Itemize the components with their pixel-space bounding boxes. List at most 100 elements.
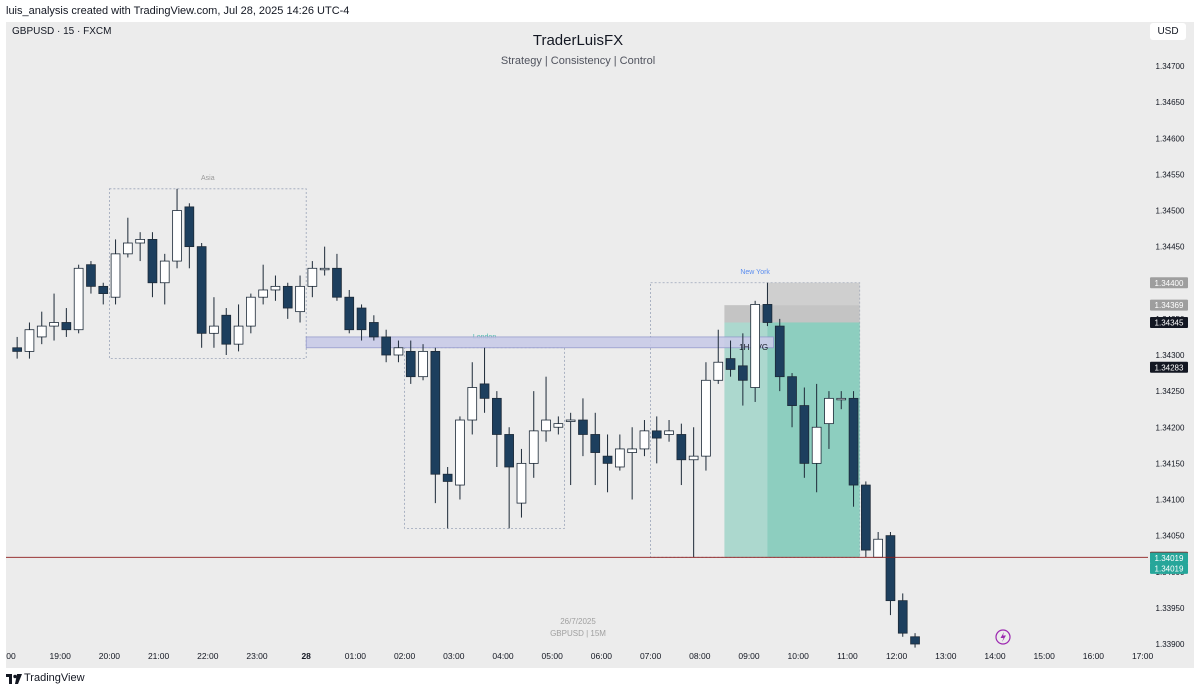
session-label: New York (740, 269, 770, 276)
candle (676, 423, 687, 486)
candle-body (528, 430, 539, 464)
candle (553, 416, 564, 435)
candle-body (553, 423, 564, 428)
session-label: Asia (201, 175, 215, 182)
x-tick-label: 23:00 (246, 651, 268, 661)
candle (738, 333, 748, 406)
candle-body (701, 379, 711, 457)
candle-body (504, 434, 514, 468)
candle-body (258, 289, 268, 298)
x-tick-label: 16:00 (1083, 651, 1105, 661)
candle-body (664, 430, 674, 435)
candle (639, 420, 650, 457)
y-tick-label: 1.33950 (1156, 604, 1185, 613)
price-label: 1.34345 (1150, 316, 1188, 328)
candle-body (590, 434, 601, 453)
fvg-zone[interactable] (305, 336, 775, 349)
candle (492, 391, 502, 467)
candle (221, 308, 232, 355)
price-label-bg (1150, 277, 1188, 289)
x-tick-label: 14:00 (984, 651, 1006, 661)
candle (418, 344, 428, 381)
price-label: 1.34369 (1150, 299, 1188, 311)
candle (258, 264, 268, 305)
price-label: 1.34400 (1150, 277, 1188, 289)
candle (233, 304, 244, 352)
y-tick-label: 1.34300 (1156, 351, 1185, 360)
candle (159, 253, 170, 305)
candle (209, 297, 219, 348)
candle-body (319, 267, 330, 271)
currency-button[interactable]: USD (1150, 23, 1186, 40)
y-tick-label: 1.34550 (1156, 170, 1185, 179)
x-tick-label: 09:00 (738, 651, 760, 661)
x-tick-label: 13:00 (935, 651, 957, 661)
candle (541, 376, 551, 442)
candle-body (24, 329, 35, 352)
candle-body (848, 397, 859, 486)
candle (24, 322, 35, 359)
x-tick-label: 08:00 (689, 651, 711, 661)
candle-body (627, 448, 637, 453)
candles-layer (12, 188, 920, 648)
candle-body (861, 484, 871, 551)
candle (307, 261, 318, 298)
candle (824, 391, 834, 449)
session-box (109, 188, 307, 360)
candle-body (135, 238, 145, 244)
candle-body (307, 267, 318, 287)
symbol-label[interactable]: GBPUSD · 15 · FXCM (12, 26, 112, 37)
candle (319, 246, 330, 276)
candle (873, 532, 883, 558)
price-label-text: 1.34400 (1155, 279, 1184, 288)
attribution-bar: luis_analysis created with TradingView.c… (0, 0, 1200, 22)
candle-body (61, 322, 72, 331)
y-tick-label: 1.34100 (1156, 496, 1185, 505)
candle-body (356, 307, 367, 331)
candle (750, 300, 760, 402)
candle (602, 434, 613, 493)
y-tick-label: 1.34450 (1156, 243, 1185, 252)
candle-body (615, 448, 625, 468)
x-tick-label: 01:00 (345, 651, 367, 661)
lightning-icon[interactable] (995, 629, 1011, 645)
chart-title: TraderLuisFX (533, 32, 623, 49)
candle (196, 243, 207, 348)
chart-subtitle: Strategy | Consistency | Control (501, 55, 655, 67)
candle-body (578, 419, 588, 435)
candle (774, 318, 785, 392)
candle-body (479, 383, 490, 399)
axis-layer: 1.339001.339501.340001.340501.341001.341… (6, 62, 1188, 661)
candle (787, 373, 797, 428)
candle-body (885, 535, 896, 602)
price-label-text: 1.34019 (1155, 564, 1184, 573)
y-tick-label: 1.33900 (1156, 640, 1185, 649)
candle (627, 427, 637, 500)
candle-body (159, 260, 170, 284)
candle-body (73, 267, 84, 331)
candle-body (873, 538, 883, 558)
candle-body (36, 325, 47, 338)
candle-body (381, 336, 391, 356)
candle-body (897, 600, 908, 634)
candle-body (725, 358, 736, 370)
candle (246, 293, 256, 334)
candle (332, 253, 342, 301)
candle-body (541, 419, 551, 432)
candle-body (688, 455, 699, 461)
candle (590, 412, 601, 486)
candle (49, 293, 59, 341)
price-label-bg (1150, 562, 1188, 574)
candle-body (492, 397, 502, 435)
candle (295, 275, 305, 323)
candle (701, 362, 711, 471)
price-label-bg (1150, 316, 1188, 328)
candle-body (516, 462, 527, 504)
candle (86, 261, 96, 294)
x-tick-label: 19:00 (50, 651, 72, 661)
price-label-bg (1150, 361, 1188, 373)
candle-body (233, 325, 244, 345)
attribution-text: luis_analysis created with TradingView.c… (6, 5, 350, 17)
